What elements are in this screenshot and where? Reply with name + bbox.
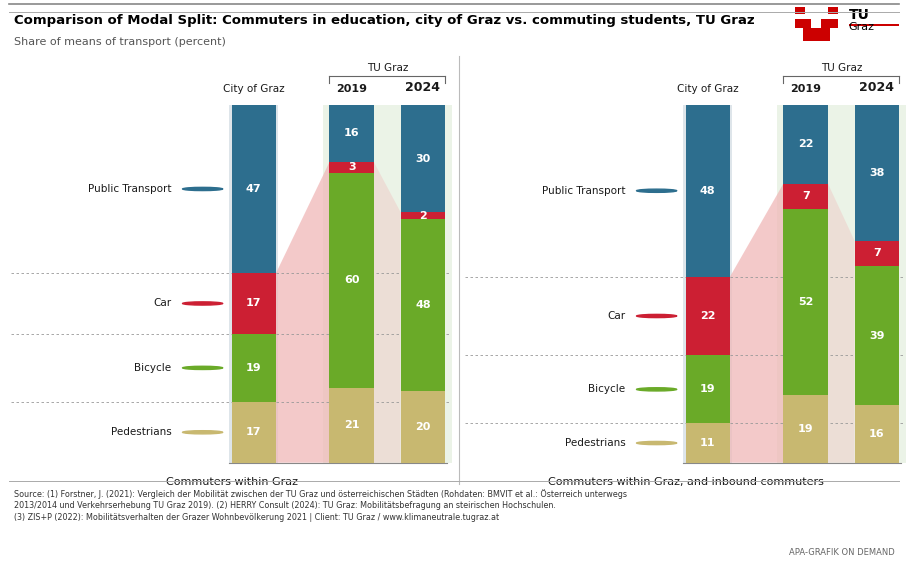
Text: TU Graz: TU Graz	[821, 62, 862, 73]
Bar	[330, 162, 374, 173]
Text: APA-GRAFIK ON DEMAND: APA-GRAFIK ON DEMAND	[789, 548, 894, 557]
Text: Comparison of Modal Split: Commuters in education, city of Graz vs. commuting st: Comparison of Modal Split: Commuters in …	[14, 14, 755, 27]
Bar	[686, 276, 730, 355]
Circle shape	[637, 388, 676, 391]
Text: Commuters within Graz: Commuters within Graz	[165, 477, 298, 487]
Text: Car: Car	[607, 311, 626, 321]
Text: 22: 22	[798, 139, 814, 149]
Text: Graz: Graz	[849, 21, 874, 32]
Text: Source: (1) Forstner, J. (2021): Vergleich der Mobilität zwischen der TU Graz un: Source: (1) Forstner, J. (2021): Verglei…	[14, 489, 627, 522]
Text: 22: 22	[700, 311, 716, 321]
Bar	[686, 355, 730, 423]
FancyBboxPatch shape	[776, 105, 906, 463]
Bar	[803, 26, 830, 41]
Polygon shape	[374, 162, 400, 463]
Circle shape	[183, 302, 222, 305]
Bar	[784, 395, 828, 463]
Circle shape	[183, 367, 222, 369]
Text: 48: 48	[700, 186, 716, 196]
Text: Share of means of transport (percent): Share of means of transport (percent)	[14, 37, 225, 47]
Bar	[232, 105, 276, 273]
Bar	[400, 220, 445, 391]
Text: Pedestrians: Pedestrians	[111, 427, 172, 437]
Text: 2024: 2024	[859, 81, 894, 94]
Text: 2019: 2019	[790, 84, 821, 94]
Bar	[330, 173, 374, 387]
Text: 30: 30	[415, 154, 430, 163]
Bar	[794, 7, 838, 28]
Text: 19: 19	[246, 363, 262, 373]
Text: TU: TU	[849, 8, 870, 23]
Text: 3: 3	[348, 163, 355, 172]
Text: 60: 60	[344, 275, 360, 285]
Bar	[400, 212, 445, 220]
Text: 17: 17	[246, 427, 262, 437]
Text: 16: 16	[869, 429, 884, 439]
Text: 48: 48	[415, 300, 430, 310]
Bar	[784, 184, 828, 209]
Text: 2: 2	[419, 211, 427, 221]
Bar	[849, 24, 899, 26]
Bar	[794, 14, 838, 19]
Text: City of Graz: City of Graz	[677, 84, 738, 94]
Circle shape	[637, 441, 676, 445]
Bar	[805, 7, 828, 19]
Bar	[784, 105, 828, 184]
FancyBboxPatch shape	[322, 105, 452, 463]
Polygon shape	[828, 184, 854, 463]
Text: 17: 17	[246, 298, 262, 309]
Text: Public Transport: Public Transport	[542, 186, 626, 196]
Bar	[330, 387, 374, 463]
FancyBboxPatch shape	[230, 105, 278, 463]
Text: 47: 47	[246, 184, 262, 194]
Bar	[854, 405, 899, 463]
Text: 52: 52	[798, 297, 814, 307]
Text: 7: 7	[802, 191, 810, 201]
Bar	[854, 266, 899, 405]
Bar	[811, 7, 821, 28]
Text: Commuters within Graz, and inbound commuters: Commuters within Graz, and inbound commu…	[548, 477, 824, 487]
Circle shape	[637, 189, 676, 193]
Bar	[400, 105, 445, 212]
Text: Bicycle: Bicycle	[588, 385, 626, 394]
Text: Bicycle: Bicycle	[134, 363, 172, 373]
Bar	[686, 423, 730, 463]
Text: 19: 19	[798, 424, 814, 434]
Bar	[330, 105, 374, 162]
Bar	[232, 273, 276, 334]
Circle shape	[637, 314, 676, 318]
Text: 19: 19	[700, 385, 716, 394]
Bar	[784, 209, 828, 395]
Text: 16: 16	[344, 128, 360, 138]
Bar	[794, 7, 838, 28]
Polygon shape	[730, 184, 784, 463]
Bar	[232, 402, 276, 463]
Bar	[400, 391, 445, 463]
Bar	[686, 105, 730, 276]
Text: 20: 20	[415, 422, 430, 432]
Text: 39: 39	[869, 330, 884, 341]
Bar	[854, 241, 899, 266]
Text: Public Transport: Public Transport	[88, 184, 172, 194]
Polygon shape	[276, 162, 330, 463]
Text: TU Graz: TU Graz	[367, 62, 408, 73]
Bar	[854, 105, 899, 241]
Text: 11: 11	[700, 438, 716, 448]
Text: 2019: 2019	[336, 84, 367, 94]
Text: Car: Car	[153, 298, 172, 309]
Circle shape	[183, 431, 222, 434]
Circle shape	[183, 187, 222, 190]
FancyBboxPatch shape	[684, 105, 732, 463]
Text: 38: 38	[869, 168, 884, 178]
Text: Pedestrians: Pedestrians	[565, 438, 626, 448]
Text: City of Graz: City of Graz	[223, 84, 284, 94]
Bar	[232, 334, 276, 402]
Text: 21: 21	[344, 420, 360, 430]
Text: 2024: 2024	[405, 81, 440, 94]
Text: 7: 7	[873, 248, 881, 258]
